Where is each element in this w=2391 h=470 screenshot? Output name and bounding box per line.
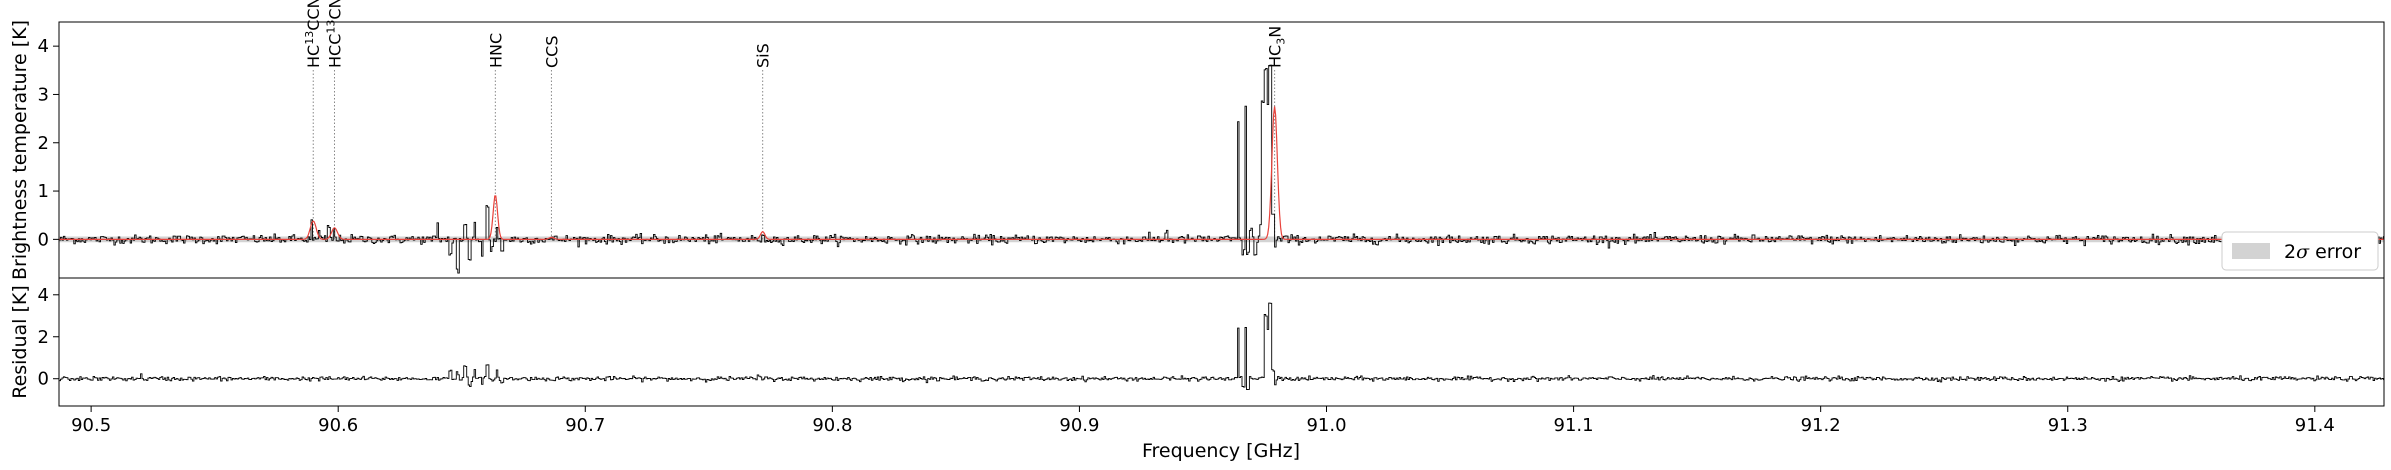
x-tick-label: 91.2 — [1801, 415, 1841, 436]
spectrum-y-axis-label: Brightness temperature [K] — [9, 20, 31, 280]
legend-error-swatch — [2232, 243, 2270, 259]
residual-axes-frame — [58, 277, 2385, 407]
x-tick-label: 90.8 — [812, 415, 852, 436]
y-tick-label: 4 — [38, 285, 49, 306]
residual-panel: 0 2 4 90.5 90.6 90.7 90.8 90.9 91.0 91.1 91.2 91.3… — [9, 277, 2385, 462]
y-tick-label: 2 — [38, 133, 49, 154]
spectrum-y-ticks: 0 1 2 3 4 — [38, 36, 59, 250]
observed-spectrum-line — [59, 64, 2384, 274]
line-marker-label: SiS — [754, 43, 773, 68]
y-tick-label: 2 — [38, 327, 49, 348]
line-marker-label: CCS — [542, 36, 561, 69]
y-tick-label: 0 — [38, 229, 49, 250]
frequency-x-axis-label: Frequency [GHz] — [1142, 440, 1300, 462]
x-tick-label: 90.5 — [71, 415, 111, 436]
x-tick-label: 91.4 — [2295, 415, 2335, 436]
residual-line — [59, 302, 2384, 390]
legend-box — [2221, 231, 2379, 271]
x-tick-label: 90.6 — [318, 415, 358, 436]
x-tick-label: 91.3 — [2048, 415, 2088, 436]
residual-y-ticks: 0 2 4 — [38, 285, 59, 390]
line-marker-label: HC13CCN — [303, 0, 323, 68]
line-marker-label: HCC13CN — [324, 0, 344, 68]
x-tick-label: 90.7 — [565, 415, 605, 436]
x-tick-label: 91.0 — [1306, 415, 1346, 436]
residual-y-axis-label: Residual [K] — [9, 285, 31, 399]
x-tick-label: 90.9 — [1059, 415, 1099, 436]
line-marker-label: HNC — [486, 33, 505, 68]
legend: 2σ error — [2221, 231, 2379, 271]
model-spectrum-line — [59, 106, 2384, 240]
line-marker-label: HC3N — [1266, 26, 1288, 68]
frequency-x-ticks: 90.5 90.6 90.7 90.8 90.9 91.0 91.1 91.2 91.3 91.4 — [71, 406, 2335, 436]
y-tick-label: 1 — [38, 181, 49, 202]
y-tick-label: 3 — [38, 84, 49, 105]
legend-error-label: 2σ error — [2284, 241, 2361, 263]
y-tick-label: 0 — [38, 369, 49, 390]
x-tick-label: 91.1 — [1554, 415, 1594, 436]
y-tick-label: 4 — [38, 36, 49, 57]
